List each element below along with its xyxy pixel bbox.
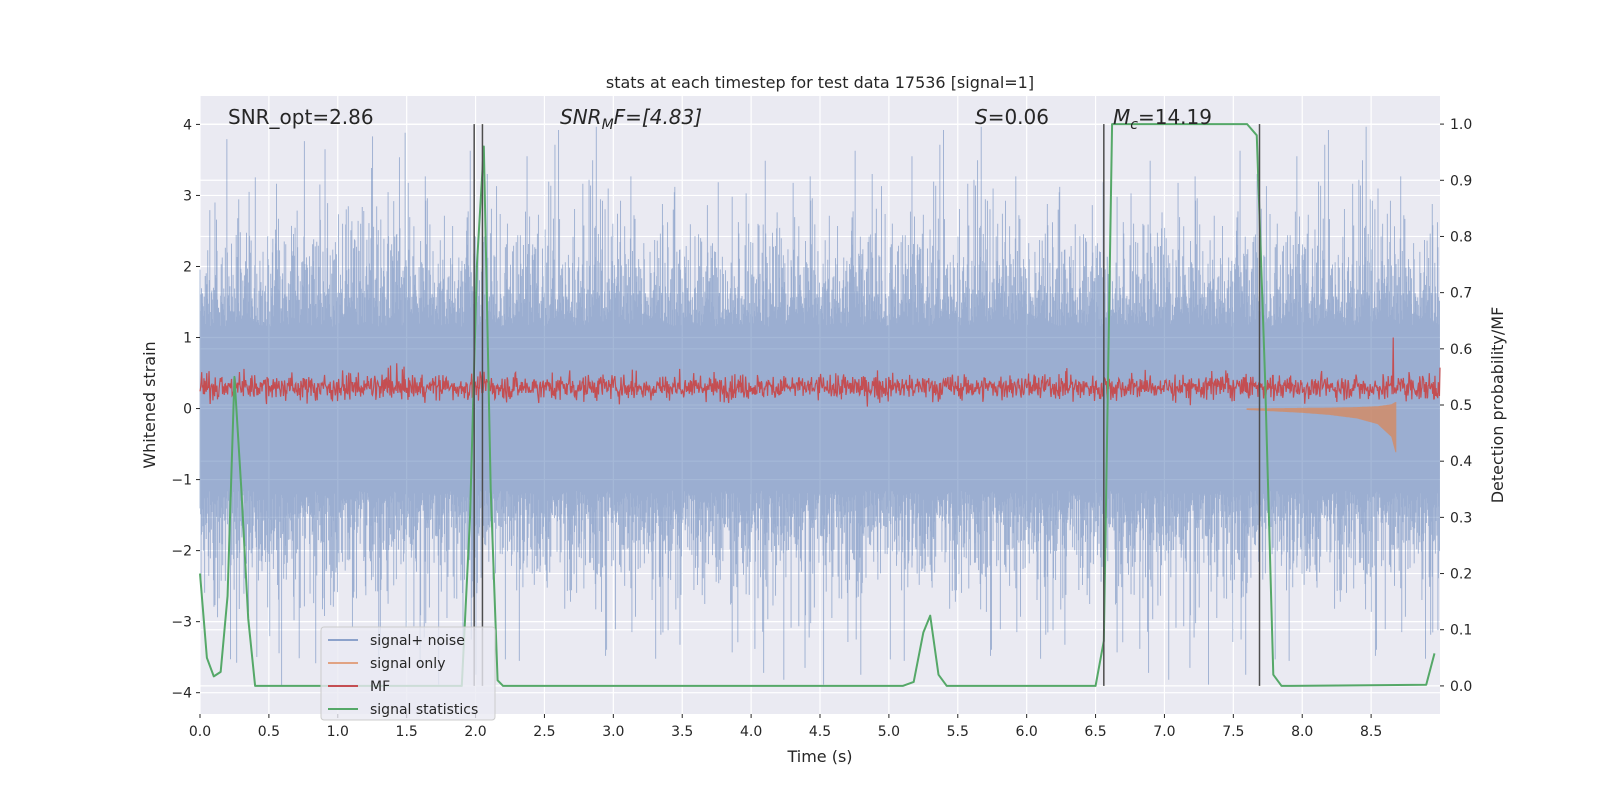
x-tick-label-2: 1.0 <box>327 724 349 740</box>
mf-trace <box>199 337 1441 407</box>
series-signal-only <box>1246 402 1397 453</box>
y-right-tick-label-1: 0.1 <box>1450 623 1472 639</box>
annotation-snr-mf-sub: M <box>602 117 614 133</box>
x-tick-label-15: 7.5 <box>1222 724 1244 740</box>
x-tick-label-13: 6.5 <box>1084 724 1106 740</box>
x-tick-label-14: 7.0 <box>1153 724 1175 740</box>
annotation-s: S=0.06 <box>975 105 1049 129</box>
chart-title: stats at each timestep for test data 175… <box>606 73 1034 92</box>
y-tick-label-7: 3 <box>183 188 192 204</box>
annotation-s-main: S <box>975 105 988 129</box>
y-tick-label-2: −2 <box>171 544 192 560</box>
y-tick-label-8: 4 <box>183 117 192 133</box>
annotation-snr-mf-main: SNR <box>560 105 602 129</box>
x-tick-label-16: 8.0 <box>1291 724 1313 740</box>
y-right-tick-label-4: 0.4 <box>1450 454 1472 470</box>
y-tick-label-6: 2 <box>183 259 192 275</box>
y-right-tick-label-8: 0.8 <box>1450 229 1472 245</box>
x-axis-label: Time (s) <box>786 747 852 766</box>
annotation-s-rest: =0.06 <box>988 105 1049 129</box>
x-tick-label-11: 5.5 <box>947 724 969 740</box>
y-tick-label-3: −1 <box>171 473 192 489</box>
annotation-mc-main: M <box>1113 105 1130 129</box>
y-axis-right-label: Detection probability/MF <box>1488 307 1507 504</box>
legend-label-mf: MF <box>370 679 390 695</box>
annotation-snr-mf-rest: F=[4.83] <box>614 105 702 129</box>
x-tick-label-0: 0.0 <box>189 724 211 740</box>
x-tick-label-3: 1.5 <box>396 724 418 740</box>
y-right-tick-label-0: 0.0 <box>1450 679 1472 695</box>
annotation-snr-mf: SNRMF=[4.83] <box>560 105 702 133</box>
x-tick-label-8: 4.0 <box>740 724 762 740</box>
annotation-mc-sub: c <box>1130 117 1138 133</box>
legend-label-signal-statistics: signal statistics <box>370 702 478 718</box>
y-tick-label-1: −3 <box>171 615 192 631</box>
annotation-snr-opt: SNR_opt=2.86 <box>228 105 374 129</box>
x-tick-label-17: 8.5 <box>1360 724 1382 740</box>
annotation-mc: Mc=14.19 <box>1113 105 1212 133</box>
y-right-tick-label-10: 1.0 <box>1450 117 1472 133</box>
y-right-tick-label-5: 0.5 <box>1450 398 1472 414</box>
y-right-tick-label-9: 0.9 <box>1450 173 1472 189</box>
y-tick-label-5: 1 <box>183 331 192 347</box>
y-tick-label-0: −4 <box>171 686 192 702</box>
y-right-tick-label-6: 0.6 <box>1450 342 1472 358</box>
legend: signal+ noise signal only MF signal stat… <box>320 626 496 721</box>
y-axis-label: Whitened strain <box>140 341 159 468</box>
y-right-tick-label-2: 0.2 <box>1450 567 1472 583</box>
x-tick-label-6: 3.0 <box>602 724 624 740</box>
series-mf <box>199 337 1441 407</box>
annotation-mc-rest: =14.19 <box>1138 105 1212 129</box>
x-tick-label-5: 2.5 <box>533 724 555 740</box>
y-right-tick-label-3: 0.3 <box>1450 510 1472 526</box>
x-tick-label-7: 3.5 <box>671 724 693 740</box>
legend-label-signal-only: signal only <box>370 656 445 672</box>
axis-ticks: 0.0 0.5 1.0 1.5 2.0 2.5 3.0 3.5 4.0 4.5 5.0 5.5 6.0 6… <box>171 117 1472 740</box>
x-tick-label-4: 2.0 <box>464 724 486 740</box>
signal-statistics-line <box>199 123 1436 687</box>
vertical-markers <box>473 124 1261 686</box>
series-signal-statistics <box>199 123 1436 687</box>
y-right-tick-label-7: 0.7 <box>1450 286 1472 302</box>
x-tick-label-10: 5.0 <box>878 724 900 740</box>
legend-box <box>320 626 496 721</box>
legend-label-signal-noise: signal+ noise <box>370 633 465 649</box>
y-tick-label-4: 0 <box>183 402 192 418</box>
signal-only-trace <box>1246 402 1397 453</box>
x-tick-label-12: 6.0 <box>1016 724 1038 740</box>
x-tick-label-1: 0.5 <box>258 724 280 740</box>
x-tick-label-9: 4.5 <box>809 724 831 740</box>
